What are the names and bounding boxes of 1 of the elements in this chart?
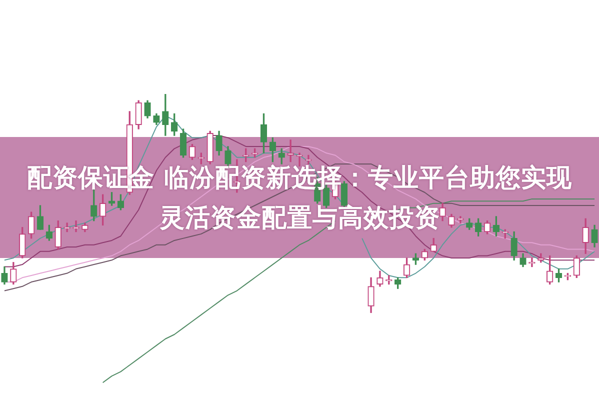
candlestick bbox=[287, 140, 294, 162]
